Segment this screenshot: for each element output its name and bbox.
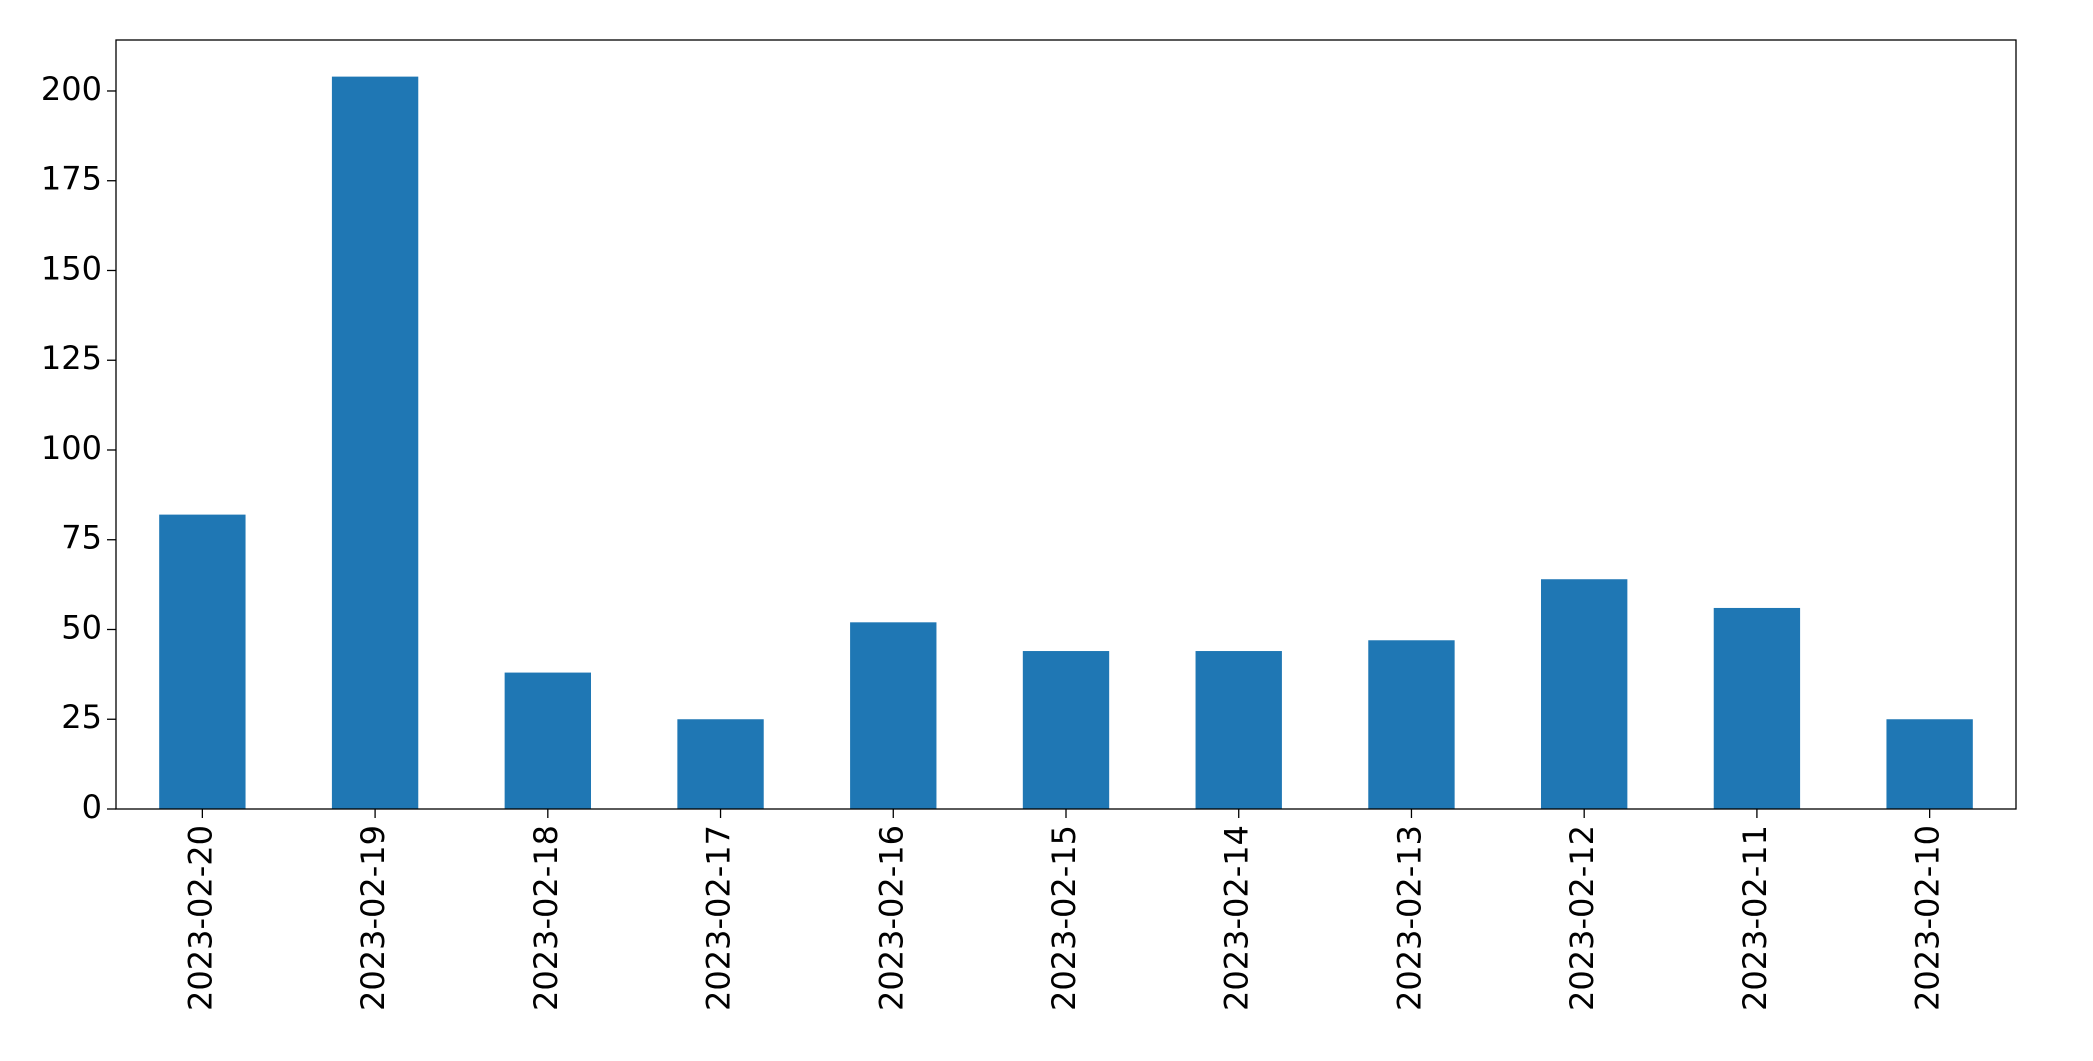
y-tick-label: 125 bbox=[41, 339, 102, 377]
x-tick-label: 2023-02-14 bbox=[1218, 825, 1256, 1011]
x-tick-label: 2023-02-10 bbox=[1909, 825, 1947, 1011]
y-tick-label: 200 bbox=[41, 70, 102, 108]
y-tick-label: 0 bbox=[82, 788, 102, 826]
bar bbox=[504, 672, 591, 809]
bar bbox=[1195, 651, 1282, 809]
x-tick-label: 2023-02-18 bbox=[527, 825, 565, 1011]
x-tick-label: 2023-02-17 bbox=[700, 825, 738, 1011]
x-tick-label: 2023-02-20 bbox=[181, 825, 219, 1011]
y-tick-label: 150 bbox=[41, 249, 102, 287]
x-tick-label: 2023-02-13 bbox=[1390, 825, 1428, 1011]
bar bbox=[677, 719, 764, 809]
y-tick-label: 25 bbox=[61, 698, 102, 736]
plot-frame bbox=[115, 39, 2017, 810]
x-tick-label: 2023-02-11 bbox=[1736, 825, 1774, 1011]
bar bbox=[1368, 640, 1455, 809]
bar bbox=[159, 514, 246, 809]
bar bbox=[331, 76, 419, 810]
x-tick-label: 2023-02-19 bbox=[354, 825, 392, 1011]
x-tick-label: 2023-02-16 bbox=[872, 825, 910, 1011]
y-tick-label: 50 bbox=[61, 608, 102, 646]
y-tick-label: 75 bbox=[61, 519, 102, 557]
y-tick-label: 175 bbox=[41, 160, 102, 198]
bar bbox=[850, 622, 937, 809]
y-tick-label: 100 bbox=[41, 429, 102, 467]
x-tick-label: 2023-02-15 bbox=[1045, 825, 1083, 1011]
bar bbox=[1713, 607, 1801, 809]
bar bbox=[1886, 719, 1973, 809]
x-tick-label: 2023-02-12 bbox=[1563, 825, 1601, 1011]
bar bbox=[1541, 579, 1628, 809]
bar bbox=[1022, 651, 1110, 809]
